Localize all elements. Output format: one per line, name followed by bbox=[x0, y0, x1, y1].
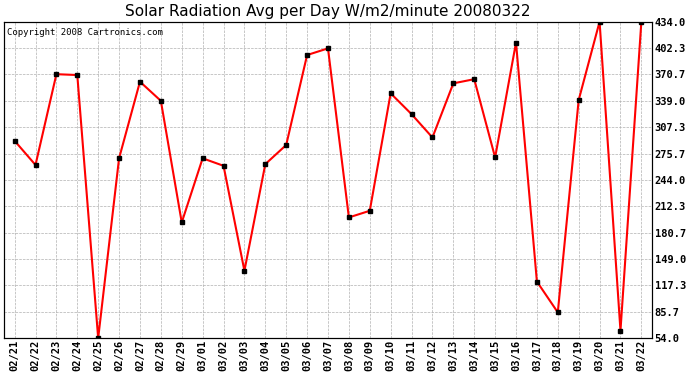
Text: Copyright 2008 Cartronics.com: Copyright 2008 Cartronics.com bbox=[8, 28, 164, 37]
Title: Solar Radiation Avg per Day W/m2/minute 20080322: Solar Radiation Avg per Day W/m2/minute … bbox=[126, 4, 531, 19]
